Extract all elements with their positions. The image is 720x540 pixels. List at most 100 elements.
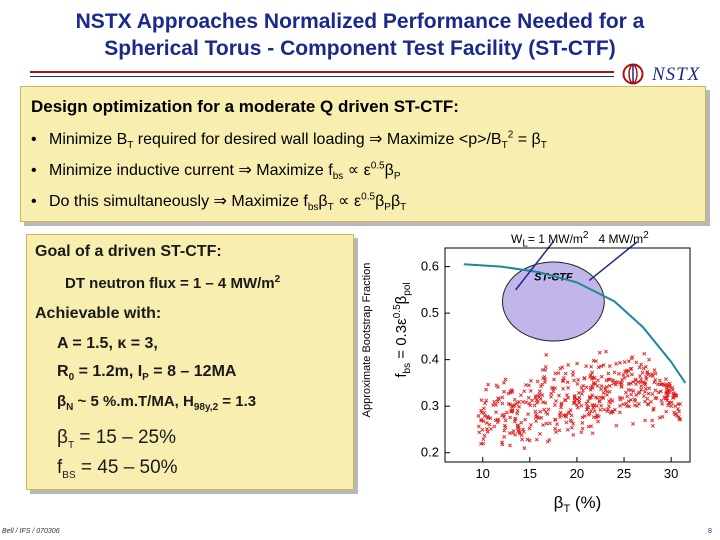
- data-point: [664, 388, 669, 393]
- data-point: [612, 370, 617, 375]
- goal-radius-current: R0 = 1.2m, IP = 8 – 12MA: [57, 363, 237, 384]
- data-point: [488, 416, 493, 421]
- data-point: [557, 393, 561, 398]
- data-point: [625, 394, 630, 399]
- goal-heading: Goal of a driven ST-CTF:: [35, 243, 222, 260]
- data-point: [542, 380, 547, 385]
- data-point: [571, 432, 576, 437]
- data-point: [643, 418, 648, 423]
- data-point: [569, 413, 574, 418]
- data-point: [554, 430, 558, 434]
- data-point: [617, 410, 622, 415]
- data-point: [479, 418, 484, 423]
- data-point: [560, 365, 565, 370]
- data-point: [565, 380, 570, 385]
- data-point: [566, 385, 571, 390]
- data-point: [502, 428, 507, 433]
- data-point: [529, 378, 533, 383]
- data-point: [623, 390, 628, 395]
- data-point: [513, 417, 517, 422]
- data-point: [634, 378, 638, 383]
- x-tick-label: 25: [617, 466, 631, 481]
- data-point: [653, 388, 658, 393]
- data-point: [522, 389, 527, 394]
- data-point: [660, 414, 665, 419]
- wall-loading-1-label: WL= 1 MW/m2: [511, 230, 589, 250]
- data-point: [571, 370, 576, 374]
- data-point: [509, 408, 514, 413]
- data-point: [519, 433, 524, 438]
- data-point: [650, 372, 655, 377]
- data-point: [611, 378, 615, 383]
- x-tick-label: 10: [475, 466, 489, 481]
- data-point: [614, 382, 618, 387]
- data-point: [542, 375, 547, 379]
- data-point: [595, 413, 599, 418]
- data-point: [508, 443, 512, 448]
- data-point: [579, 430, 584, 435]
- data-point: [590, 431, 595, 436]
- data-point: [506, 391, 511, 396]
- bullet-dot-icon: •: [31, 193, 37, 210]
- data-point: [525, 437, 530, 442]
- data-point: [629, 398, 633, 402]
- data-point: [628, 388, 633, 393]
- data-point: [537, 395, 542, 400]
- data-point: [510, 431, 515, 435]
- data-point: [584, 385, 589, 390]
- logo-text: NSTX: [652, 64, 701, 85]
- data-point: [528, 423, 533, 427]
- data-point: [647, 386, 652, 391]
- bullet-dot-icon: •: [31, 131, 37, 148]
- data-point: [479, 398, 484, 403]
- data-point: [527, 383, 531, 388]
- data-point: [627, 404, 631, 409]
- title-rule-red: [30, 71, 614, 73]
- data-point: [484, 398, 489, 403]
- data-point: [667, 381, 672, 386]
- data-point: [556, 371, 561, 375]
- data-point: [484, 387, 488, 392]
- y-axis-label-outer: Approximate Bootstrap Fraction: [361, 262, 373, 418]
- data-point: [597, 399, 602, 404]
- data-point: [476, 424, 481, 429]
- data-point: [483, 401, 487, 406]
- data-point: [572, 378, 576, 383]
- data-point: [599, 387, 603, 392]
- data-point: [590, 384, 594, 388]
- data-point: [579, 385, 584, 390]
- data-point: [673, 392, 678, 397]
- data-point: [517, 428, 521, 433]
- data-point: [601, 363, 606, 368]
- goal-achievable: Achievable with:: [35, 305, 162, 322]
- data-point: [655, 382, 660, 387]
- goal-neutron-flux: DT neutron flux = 1 – 4 MW/m2: [65, 274, 281, 292]
- title-rule-blue: [30, 76, 614, 77]
- x-tick-label: 30: [664, 466, 678, 481]
- data-point: [596, 378, 600, 383]
- data-point: [482, 433, 487, 438]
- data-point: [500, 401, 505, 406]
- data-point: [565, 427, 570, 432]
- data-point: [547, 421, 552, 426]
- data-point: [500, 440, 505, 445]
- data-point: [595, 383, 600, 388]
- data-point: [664, 383, 668, 388]
- data-point: [590, 370, 595, 375]
- data-point: [527, 438, 532, 443]
- data-point: [521, 399, 525, 404]
- data-point: [517, 430, 522, 435]
- x-tick-label: 15: [523, 466, 537, 481]
- data-point: [645, 371, 650, 376]
- data-point: [601, 391, 606, 395]
- bullet-dot-icon: •: [31, 162, 37, 179]
- data-point: [580, 426, 585, 431]
- data-point: [553, 386, 557, 391]
- data-point: [507, 431, 512, 436]
- data-point: [659, 389, 663, 394]
- data-point: [576, 390, 581, 395]
- data-point: [596, 365, 601, 370]
- data-point: [523, 383, 528, 387]
- data-point: [503, 425, 508, 430]
- data-point: [664, 377, 668, 382]
